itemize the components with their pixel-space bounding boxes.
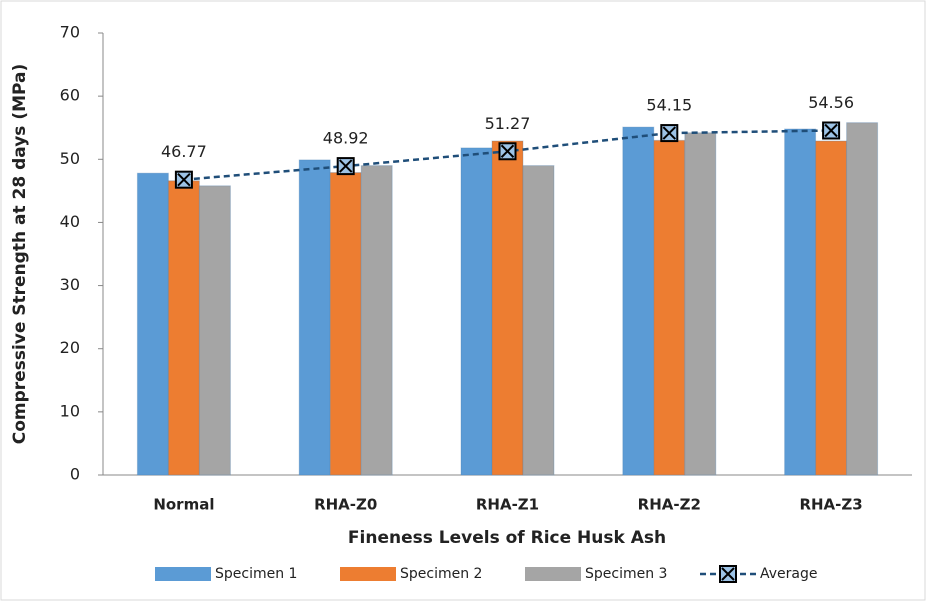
bar [815,140,848,476]
data-label: 51.27 [485,114,531,133]
data-label: 46.77 [161,142,207,161]
y-tick-label: 40 [60,212,80,231]
x-axis-title: Fineness Levels of Rice Husk Ash [348,528,666,548]
y-axis-title: Compressive Strength at 28 days (MPa) [10,64,30,445]
bar [653,139,686,476]
x-tick-label: RHA-Z3 [799,496,862,514]
bar [360,165,393,476]
legend-swatch [340,567,396,581]
bar [198,185,231,476]
data-label: 54.15 [646,96,692,115]
marker-cross [177,172,191,187]
bar [846,122,879,476]
line-marker [336,157,355,176]
legend-label: Specimen 2 [400,566,482,582]
y-tick-label: 70 [60,23,80,42]
x-tick-label: Normal [153,496,214,514]
legend-label: Specimen 1 [215,566,297,582]
bar [136,172,169,476]
y-tick-label: 20 [60,338,80,357]
legend-swatch [525,567,581,581]
marker-cross [662,126,677,140]
marker-cross [721,567,735,581]
x-tick-label: RHA-Z2 [638,496,701,514]
legend-label: Specimen 3 [585,566,667,582]
x-tick-label: RHA-Z0 [314,496,377,514]
bar [167,180,200,476]
bar [784,128,817,476]
line-marker [822,121,841,140]
marker-cross [824,123,838,138]
data-label: 54.56 [808,93,854,112]
y-tick-label: 30 [60,275,80,294]
bar [622,126,655,476]
bar [460,147,493,476]
y-tick-label: 60 [60,86,80,105]
marker-cross [338,159,353,173]
bar [298,159,331,476]
line-marker [498,142,517,161]
line-marker [660,124,679,143]
line-marker [174,170,193,189]
bar [522,165,555,476]
bar [684,132,717,476]
marker-cross [500,144,515,158]
legend-label: Average [760,566,818,582]
bar [329,172,362,476]
y-tick-label: 10 [60,401,80,420]
legend-swatch [155,567,211,581]
x-tick-label: RHA-Z1 [476,496,539,514]
bar [491,140,524,476]
data-label: 48.92 [323,129,369,148]
legend-marker [719,565,737,583]
y-tick-label: 0 [70,465,80,484]
y-tick-label: 50 [60,149,80,168]
